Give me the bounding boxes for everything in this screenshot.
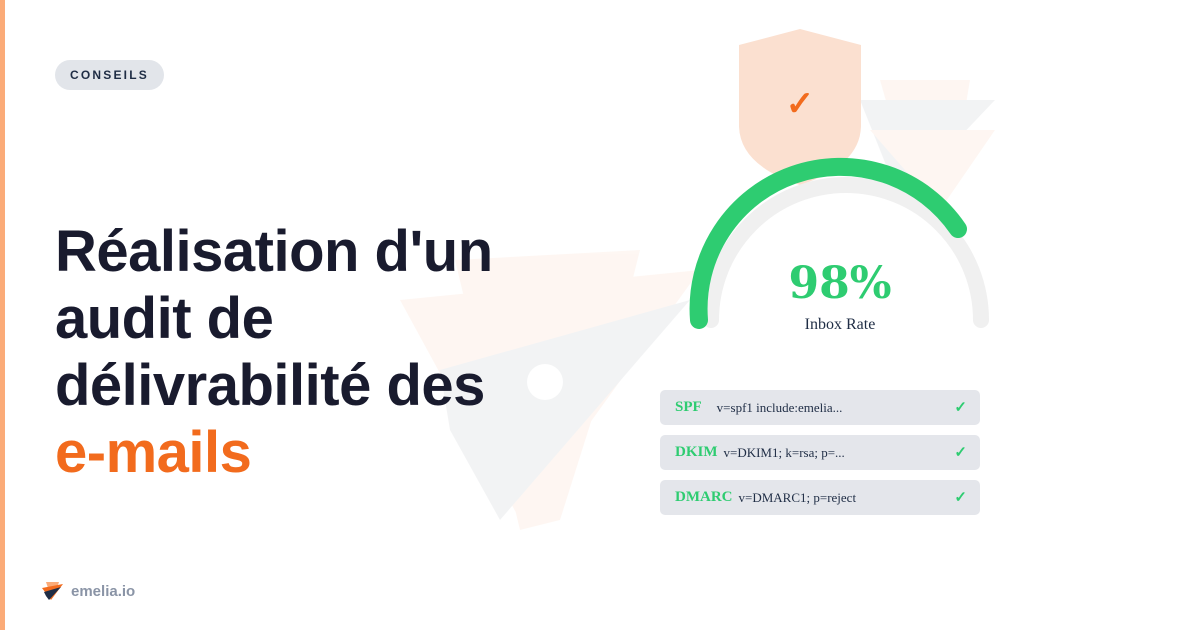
title-line-2: audit de (55, 286, 274, 351)
inbox-rate-label: Inbox Rate (804, 316, 876, 333)
gauge-progress-arc (689, 157, 967, 329)
shield-icon (739, 29, 861, 185)
record-value: v=DKIM1; k=rsa; p=... (723, 444, 845, 460)
brand-logo[interactable]: emelia.io (41, 580, 135, 602)
check-icon: ✓ (954, 445, 967, 461)
check-icon: ✓ (954, 490, 967, 506)
brand-name: emelia.io (71, 582, 136, 600)
category-badge: CONSEILS (55, 60, 164, 90)
inbox-rate-value: 98% (788, 258, 892, 309)
record-key: DKIM (675, 444, 718, 460)
dns-records-list: SPF v=spf1 include:emelia... ✓ DKIM v=DK… (660, 390, 980, 525)
check-icon: ✓ (954, 400, 967, 416)
record-key: DMARC (675, 489, 733, 505)
title-line-1: Réalisation d'un (55, 219, 493, 284)
record-key: SPF (675, 399, 702, 415)
title-highlight: e-mails (55, 420, 252, 485)
dns-record-spf: SPF v=spf1 include:emelia... ✓ (660, 390, 980, 425)
dns-record-dkim: DKIM v=DKIM1; k=rsa; p=... ✓ (660, 435, 980, 470)
page-title: Réalisation d'un audit de délivrabilité … (55, 218, 655, 486)
accent-bar (0, 0, 5, 630)
record-value: v=spf1 include:emelia... (716, 399, 843, 415)
check-icon: ✓ (785, 85, 815, 123)
record-value: v=DMARC1; p=reject (738, 489, 857, 505)
title-line-3: délivrabilité des (55, 353, 485, 418)
emelia-logo-icon (42, 582, 63, 600)
dns-record-dmarc: DMARC v=DMARC1; p=reject ✓ (660, 480, 980, 515)
